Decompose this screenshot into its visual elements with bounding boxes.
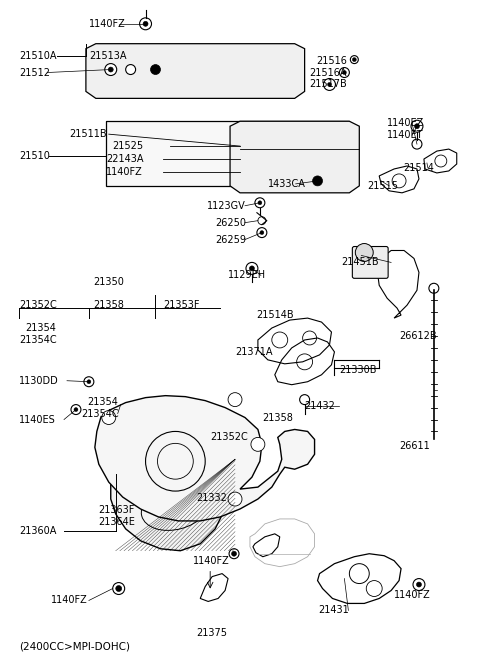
- Text: 21375: 21375: [196, 628, 227, 638]
- Text: 1129EH: 1129EH: [228, 270, 266, 280]
- Circle shape: [108, 67, 113, 72]
- Text: 1140FZ: 1140FZ: [106, 167, 143, 177]
- Text: 21354C: 21354C: [19, 335, 57, 345]
- Circle shape: [260, 231, 264, 235]
- Text: 1140EZ: 1140EZ: [387, 118, 424, 128]
- Text: 21516A: 21516A: [310, 68, 347, 78]
- Circle shape: [116, 585, 122, 591]
- Text: 26612B: 26612B: [399, 331, 437, 341]
- Circle shape: [140, 18, 152, 30]
- Circle shape: [105, 64, 117, 76]
- Text: 1140FZ: 1140FZ: [89, 19, 126, 29]
- Text: 21512: 21512: [19, 68, 50, 78]
- Text: 21332: 21332: [196, 493, 227, 503]
- Polygon shape: [111, 458, 235, 551]
- Text: 1130DD: 1130DD: [19, 376, 59, 386]
- Circle shape: [126, 65, 136, 74]
- Text: 21358: 21358: [93, 300, 124, 310]
- Circle shape: [417, 582, 421, 587]
- Text: 21511B: 21511B: [69, 129, 107, 139]
- Text: 26250: 26250: [215, 217, 246, 227]
- Circle shape: [327, 82, 332, 86]
- Circle shape: [342, 70, 347, 74]
- Circle shape: [84, 377, 94, 387]
- FancyBboxPatch shape: [352, 246, 388, 278]
- Text: 22143A: 22143A: [106, 154, 144, 164]
- Text: 21513A: 21513A: [89, 51, 126, 61]
- Circle shape: [102, 411, 116, 424]
- Circle shape: [71, 405, 81, 415]
- Text: 21350: 21350: [93, 278, 124, 287]
- Text: 26611: 26611: [399, 442, 430, 452]
- Circle shape: [324, 78, 336, 90]
- FancyBboxPatch shape: [106, 121, 349, 186]
- Circle shape: [250, 266, 254, 271]
- Circle shape: [228, 492, 242, 506]
- Text: 21517B: 21517B: [310, 80, 348, 90]
- Text: 1140FZ: 1140FZ: [193, 556, 230, 566]
- Circle shape: [412, 139, 422, 149]
- Text: 21525: 21525: [113, 141, 144, 151]
- Circle shape: [257, 227, 267, 237]
- Text: 21360A: 21360A: [19, 526, 57, 536]
- Circle shape: [415, 124, 420, 128]
- Circle shape: [413, 579, 425, 591]
- Circle shape: [355, 244, 373, 262]
- Text: 1140FZ: 1140FZ: [394, 591, 431, 601]
- Text: 21371A: 21371A: [235, 347, 273, 357]
- Circle shape: [231, 551, 237, 556]
- Polygon shape: [230, 121, 360, 193]
- Circle shape: [113, 583, 125, 595]
- Circle shape: [339, 68, 349, 78]
- Polygon shape: [86, 43, 305, 98]
- Text: 21354: 21354: [25, 323, 56, 333]
- Text: 21515: 21515: [367, 181, 398, 191]
- Text: (2400CC>MPI-DOHC): (2400CC>MPI-DOHC): [19, 641, 130, 651]
- Text: 1140ES: 1140ES: [19, 415, 56, 425]
- Circle shape: [74, 407, 78, 411]
- Text: 1140ET: 1140ET: [387, 130, 424, 140]
- Text: 26259: 26259: [215, 235, 246, 245]
- Text: 21358: 21358: [262, 413, 293, 423]
- Text: 1123GV: 1123GV: [207, 201, 246, 211]
- Text: 21364E: 21364E: [98, 517, 135, 527]
- Text: 21352C: 21352C: [210, 432, 248, 442]
- Text: 1433CA: 1433CA: [268, 179, 306, 189]
- Circle shape: [255, 198, 265, 208]
- Polygon shape: [95, 395, 314, 521]
- Text: 21451B: 21451B: [341, 258, 379, 268]
- Circle shape: [151, 65, 160, 74]
- Text: 21352C: 21352C: [19, 300, 57, 310]
- Text: 21330B: 21330B: [339, 365, 377, 375]
- Circle shape: [251, 438, 265, 452]
- Circle shape: [228, 393, 242, 407]
- Circle shape: [300, 395, 310, 405]
- Circle shape: [143, 21, 148, 26]
- Circle shape: [246, 262, 258, 274]
- Circle shape: [258, 201, 262, 205]
- Text: 21354: 21354: [87, 397, 118, 407]
- Text: 21363F: 21363F: [98, 505, 134, 515]
- Text: 21353F: 21353F: [164, 300, 200, 310]
- Circle shape: [352, 58, 356, 62]
- Text: 21514B: 21514B: [256, 310, 294, 320]
- Circle shape: [229, 549, 239, 559]
- Circle shape: [350, 56, 358, 64]
- Text: 21510A: 21510A: [19, 51, 57, 61]
- Circle shape: [312, 176, 323, 186]
- Circle shape: [87, 380, 91, 384]
- Text: 21516: 21516: [316, 56, 348, 66]
- Text: 21514: 21514: [403, 163, 434, 173]
- Circle shape: [411, 120, 423, 132]
- Text: 21431: 21431: [319, 605, 349, 615]
- Text: 1140FZ: 1140FZ: [51, 595, 88, 605]
- Text: 21510: 21510: [19, 151, 50, 161]
- Text: 21354C: 21354C: [81, 409, 119, 419]
- Text: 21432: 21432: [305, 401, 336, 411]
